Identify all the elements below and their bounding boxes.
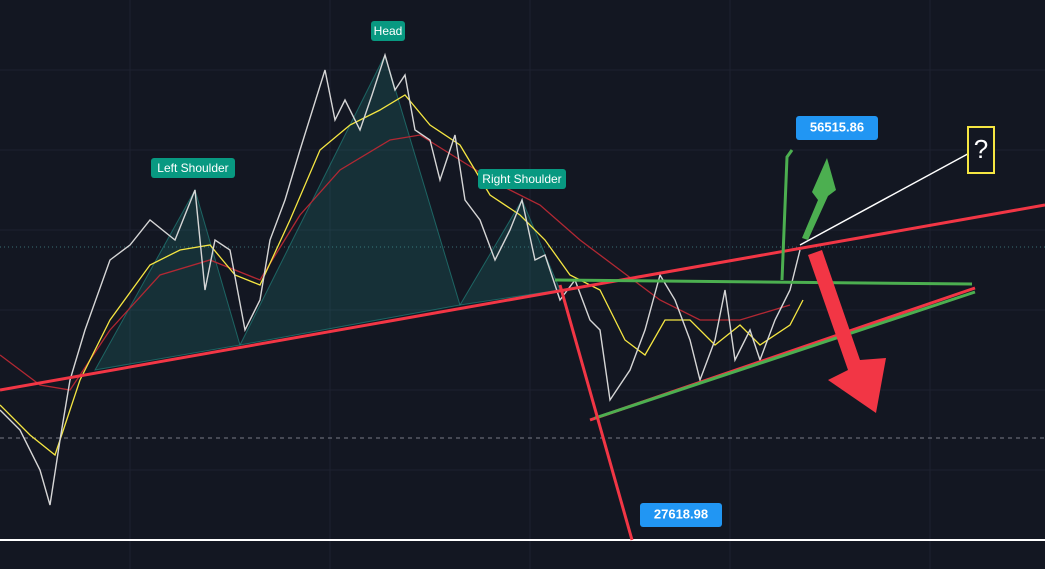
question-mark: ?	[974, 134, 988, 164]
upper-price-label: 56515.86	[810, 119, 864, 134]
lower-price-label: 27618.98	[654, 506, 708, 521]
pattern-shading	[94, 53, 561, 371]
slow-average	[0, 134, 791, 391]
tag-box	[151, 158, 235, 178]
question-box	[967, 126, 995, 174]
tag-box	[478, 169, 566, 189]
price-box	[796, 116, 878, 140]
up-arrow	[802, 158, 836, 240]
down-arrow	[808, 250, 886, 413]
left-shoulder-label: Left Shoulder	[157, 161, 228, 175]
head-label: Head	[374, 24, 403, 38]
tag-box	[371, 21, 405, 41]
trend-lines	[0, 149, 1045, 541]
fast-average	[0, 94, 804, 457]
right-shoulder-label: Right Shoulder	[482, 172, 561, 186]
price-path	[0, 52, 801, 506]
price-box	[640, 503, 722, 527]
